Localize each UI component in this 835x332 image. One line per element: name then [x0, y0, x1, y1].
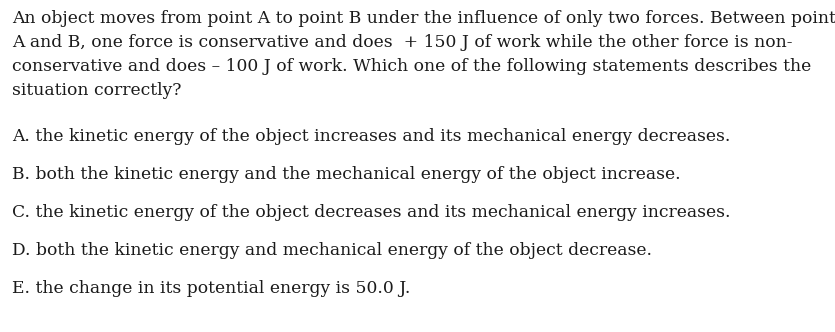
Text: situation correctly?: situation correctly? [12, 82, 181, 99]
Text: B. both the kinetic energy and the mechanical energy of the object increase.: B. both the kinetic energy and the mecha… [12, 166, 681, 183]
Text: E. the change in its potential energy is 50.0 J.: E. the change in its potential energy is… [12, 280, 410, 297]
Text: An object moves from point A to point B under the influence of only two forces. : An object moves from point A to point B … [12, 10, 835, 27]
Text: A and B, one force is conservative and does  + 150 J of work while the other for: A and B, one force is conservative and d… [12, 34, 792, 51]
Text: C. the kinetic energy of the object decreases and its mechanical energy increase: C. the kinetic energy of the object decr… [12, 204, 731, 221]
Text: D. both the kinetic energy and mechanical energy of the object decrease.: D. both the kinetic energy and mechanica… [12, 242, 652, 259]
Text: A. the kinetic energy of the object increases and its mechanical energy decrease: A. the kinetic energy of the object incr… [12, 128, 731, 145]
Text: conservative and does – 100 J of work. Which one of the following statements des: conservative and does – 100 J of work. W… [12, 58, 812, 75]
